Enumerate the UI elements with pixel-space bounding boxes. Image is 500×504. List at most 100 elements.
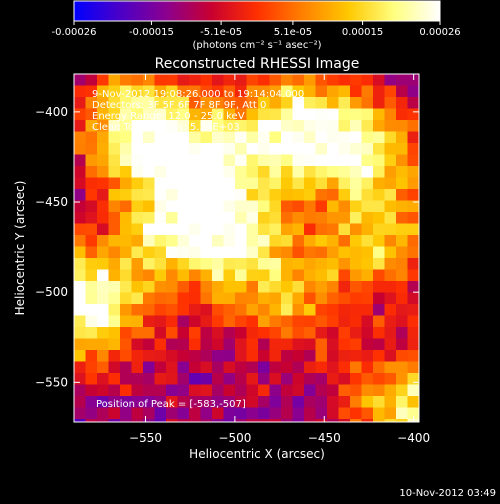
heatmap-cell xyxy=(166,177,179,190)
heatmap-cell xyxy=(200,304,213,317)
heatmap-cell xyxy=(212,223,225,236)
heatmap-cell xyxy=(131,200,144,213)
heatmap-cell xyxy=(292,235,305,248)
heatmap-cell xyxy=(396,200,409,213)
heatmap-cell xyxy=(189,304,202,317)
heatmap-cell xyxy=(74,281,87,294)
heatmap-cell xyxy=(350,189,363,202)
heatmap-cell xyxy=(143,373,156,386)
heatmap-cell xyxy=(154,189,167,202)
heatmap-cell xyxy=(97,177,110,190)
heatmap-cell xyxy=(281,281,294,294)
heatmap-cell xyxy=(166,223,179,236)
heatmap-cell xyxy=(108,396,121,409)
heatmap-cell xyxy=(373,419,386,422)
heatmap-cell xyxy=(384,166,397,179)
heatmap-cell xyxy=(315,327,328,340)
heatmap-cell xyxy=(246,166,259,179)
heatmap-cell xyxy=(361,373,374,386)
time-range-annotation: 9-Nov-2012 19:08:26.000 to 19:14:04.000 xyxy=(92,89,304,100)
heatmap-cell xyxy=(258,212,271,225)
heatmap-cell xyxy=(338,223,351,236)
heatmap-cell xyxy=(74,315,87,328)
heatmap-cell xyxy=(350,419,363,422)
heatmap-cell xyxy=(131,269,144,282)
heatmap-cell xyxy=(350,338,363,351)
heatmap-cell xyxy=(396,212,409,225)
heatmap-cell xyxy=(74,200,87,213)
heatmap-cell xyxy=(200,407,213,420)
heatmap-cell xyxy=(396,246,409,259)
heatmap-cell xyxy=(350,143,363,156)
heatmap-cell xyxy=(212,407,225,420)
heatmap-cell xyxy=(166,350,179,363)
heatmap-cell xyxy=(384,212,397,225)
heatmap-cell xyxy=(292,419,305,422)
heatmap-cell xyxy=(246,338,259,351)
heatmap-cell xyxy=(120,177,133,190)
heatmap-cell xyxy=(281,396,294,409)
heatmap-cell xyxy=(407,373,419,386)
heatmap-cell xyxy=(177,315,190,328)
heatmap-cell xyxy=(235,407,248,420)
heatmap-cell xyxy=(235,384,248,397)
heatmap-cell xyxy=(292,143,305,156)
heatmap-cell xyxy=(350,223,363,236)
heatmap-cell xyxy=(189,166,202,179)
heatmap-cell xyxy=(384,131,397,144)
heatmap-cell xyxy=(246,419,259,422)
heatmap-cell xyxy=(384,361,397,374)
heatmap-cell xyxy=(269,177,282,190)
heatmap-cell xyxy=(85,315,98,328)
heatmap-cell xyxy=(258,327,271,340)
heatmap-cell xyxy=(166,419,179,422)
heatmap-cell xyxy=(338,281,351,294)
heatmap-cell xyxy=(384,419,397,422)
heatmap-cell xyxy=(373,258,386,271)
heatmap-cell xyxy=(304,304,317,317)
heatmap-cell xyxy=(258,143,271,156)
heatmap-cell xyxy=(97,97,110,110)
heatmap-cell xyxy=(235,235,248,248)
heatmap-cell xyxy=(350,407,363,420)
heatmap-cell xyxy=(246,384,259,397)
heatmap-cell xyxy=(315,304,328,317)
heatmap-cell xyxy=(396,304,409,317)
heatmap-cell xyxy=(235,108,248,121)
heatmap-cell xyxy=(108,338,121,351)
heatmap-cell xyxy=(97,235,110,248)
heatmap-cell xyxy=(177,258,190,271)
heatmap-cell xyxy=(108,292,121,305)
heatmap-cell xyxy=(407,131,419,144)
heatmap-cell xyxy=(361,120,374,133)
heatmap-cell xyxy=(304,74,317,87)
heatmap-cell xyxy=(189,258,202,271)
heatmap-cell xyxy=(281,419,294,422)
heatmap-cell xyxy=(189,200,202,213)
heatmap-cell xyxy=(166,361,179,374)
heatmap-cell xyxy=(166,143,179,156)
heatmap-cell xyxy=(166,131,179,144)
heatmap-cell xyxy=(223,407,236,420)
heatmap-cell xyxy=(223,315,236,328)
heatmap-cell xyxy=(338,200,351,213)
heatmap-cell xyxy=(223,212,236,225)
x-tick-label: −400 xyxy=(397,431,430,445)
heatmap-cell xyxy=(292,304,305,317)
heatmap-cell xyxy=(396,143,409,156)
heatmap-cell xyxy=(223,292,236,305)
heatmap-cell xyxy=(361,315,374,328)
heatmap-cell xyxy=(85,223,98,236)
heatmap-cell xyxy=(396,131,409,144)
heatmap-cell xyxy=(108,223,121,236)
heatmap-cell xyxy=(223,396,236,409)
heatmap-cell xyxy=(269,361,282,374)
heatmap-cell xyxy=(131,235,144,248)
heatmap-cell xyxy=(154,154,167,167)
footer-timestamp: 10-Nov-2012 03:49 xyxy=(399,488,496,499)
heatmap-cells xyxy=(74,74,419,422)
heatmap-cell xyxy=(373,281,386,294)
heatmap-cell xyxy=(235,154,248,167)
heatmap-cell xyxy=(200,338,213,351)
heatmap-cell xyxy=(120,85,133,98)
